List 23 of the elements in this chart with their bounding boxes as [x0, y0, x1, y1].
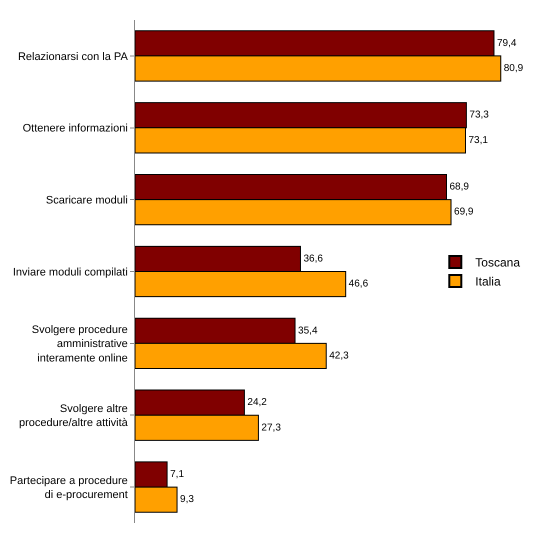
y-tick-label: Relazionarsi con la PA: [18, 50, 128, 63]
data-label: 36,6: [303, 253, 324, 264]
data-label: 46,6: [348, 278, 369, 290]
data-label: 68,9: [450, 182, 470, 193]
data-label: 9,3: [180, 494, 194, 506]
data-label: 35,4: [298, 325, 318, 336]
data-label: 24,2: [247, 397, 268, 408]
y-tick-label: Svolgere altre procedure/altre attività: [18, 402, 129, 430]
data-label: 69,9: [454, 206, 474, 218]
data-label: 73,1: [468, 134, 488, 146]
data-label: 7,1: [170, 468, 184, 480]
y-tick-label: Svolgere procedure amministrative interamente online: [32, 324, 128, 365]
data-label: 27,3: [261, 422, 282, 434]
data-label: 80,9: [504, 63, 524, 74]
legend-label: Italia: [475, 274, 501, 289]
y-tick-label: Scaricare moduli: [46, 194, 128, 206]
y-tick-label: Inviare moduli compilati: [12, 266, 128, 278]
data-label: 42,3: [329, 350, 350, 362]
legend-label: Toscana: [475, 256, 520, 270]
data-label: 73,3: [469, 110, 490, 121]
data-label: 79,4: [496, 38, 517, 49]
y-tick-label: Ottenere informazioni: [22, 122, 128, 135]
y-tick-label: Partecipare a procedure di e-procurement: [10, 474, 128, 502]
